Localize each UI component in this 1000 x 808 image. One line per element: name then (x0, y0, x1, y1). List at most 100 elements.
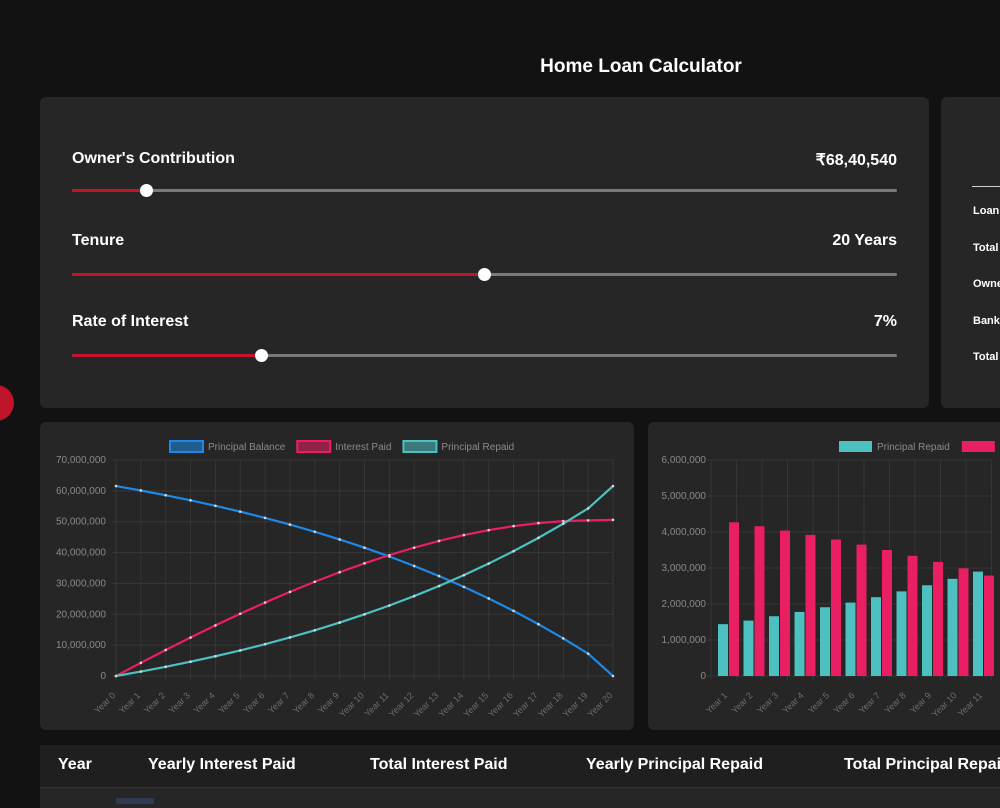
table-cell (116, 798, 154, 804)
x-tick-label: Year 11 (362, 690, 390, 718)
column-header-total-principal[interactable]: Total Principal Repaid (844, 756, 1000, 774)
data-point (363, 613, 366, 616)
bar-interest-paid (755, 526, 765, 676)
data-point (164, 649, 167, 652)
bar-interest-paid (780, 531, 790, 676)
bar-principal-repaid (744, 621, 754, 676)
yearly-bar-chart: 01,000,0002,000,0003,000,0004,000,0005,0… (648, 422, 1000, 730)
bar-interest-paid (908, 556, 918, 676)
data-point (413, 595, 416, 598)
summary-label-owner: Owne (973, 278, 1000, 290)
y-tick-label: 0 (700, 671, 706, 682)
data-point (512, 550, 515, 553)
column-header-yearly-principal[interactable]: Yearly Principal Repaid (586, 756, 763, 774)
tenure-control: Tenure 20 Years (72, 232, 897, 282)
owner-contribution-label: Owner's Contribution (72, 150, 235, 168)
x-tick-label: Year 1 (704, 690, 729, 715)
y-tick-label: 40,000,000 (56, 548, 106, 559)
x-tick-label: Year 5 (216, 690, 241, 715)
data-point (189, 499, 192, 502)
x-tick-label: Year 1 (117, 690, 142, 715)
legend-swatch (403, 441, 436, 452)
y-tick-label: 10,000,000 (56, 640, 106, 651)
data-point (487, 529, 490, 532)
data-point (388, 554, 391, 557)
bar-interest-paid (933, 562, 943, 676)
data-point (164, 494, 167, 497)
x-tick-label: Year 8 (291, 690, 316, 715)
column-header-year[interactable]: Year (58, 756, 92, 774)
data-point (537, 623, 540, 626)
tenure-slider-thumb[interactable] (478, 268, 491, 281)
interest-rate-slider-thumb[interactable] (255, 349, 268, 362)
x-tick-label: Year 14 (437, 690, 466, 719)
x-tick-label: Year 20 (586, 690, 615, 719)
data-point (587, 519, 590, 522)
y-tick-label: 3,000,000 (662, 563, 707, 574)
legend-swatch (170, 441, 203, 452)
data-point (214, 655, 217, 658)
x-tick-label: Year 7 (266, 690, 291, 715)
column-header-total-interest[interactable]: Total Interest Paid (370, 756, 508, 774)
data-point (487, 562, 490, 565)
x-tick-label: Year 18 (536, 690, 565, 719)
page-title: Home Loan Calculator (0, 56, 1000, 78)
summary-label-bank: Bank (973, 315, 1000, 327)
x-tick-label: Year 3 (755, 690, 780, 715)
data-point (164, 666, 167, 669)
data-point (214, 624, 217, 627)
data-point (612, 485, 615, 488)
data-point (140, 662, 143, 665)
owner-contribution-slider-fill (72, 189, 146, 192)
summary-label-total-2: Total (973, 351, 998, 363)
amortization-table-header: Year Yearly Interest Paid Total Interest… (40, 745, 1000, 788)
data-point (140, 489, 143, 492)
bar-principal-repaid (948, 579, 958, 676)
data-point (537, 522, 540, 525)
x-tick-label: Year 3 (167, 690, 192, 715)
interest-rate-value: 7% (874, 313, 897, 331)
interest-rate-slider[interactable] (72, 354, 897, 357)
legend-swatch (962, 441, 995, 452)
data-point (587, 652, 590, 655)
x-tick-label: Year 6 (241, 690, 266, 715)
bar-principal-repaid (897, 591, 907, 676)
data-point (537, 537, 540, 540)
bar-principal-repaid (846, 603, 856, 676)
bar-principal-repaid (718, 624, 728, 676)
data-point (363, 546, 366, 549)
data-point (438, 585, 441, 588)
data-point (438, 575, 441, 578)
legend-swatch (297, 441, 330, 452)
data-point (140, 670, 143, 673)
x-tick-label: Year 8 (882, 690, 907, 715)
data-point (214, 504, 217, 507)
data-point (463, 574, 466, 577)
data-point (239, 649, 242, 652)
column-header-yearly-interest[interactable]: Yearly Interest Paid (148, 756, 296, 774)
bar-interest-paid (729, 522, 739, 676)
x-tick-label: Year 0 (92, 690, 117, 715)
y-tick-label: 1,000,000 (662, 635, 707, 646)
summary-divider (972, 186, 1000, 187)
data-point (289, 523, 292, 526)
data-point (115, 485, 118, 488)
owner-contribution-slider[interactable] (72, 189, 897, 192)
tenure-value: 20 Years (832, 232, 897, 250)
x-tick-label: Year 16 (486, 690, 515, 719)
owner-contribution-slider-thumb[interactable] (140, 184, 153, 197)
data-point (289, 636, 292, 639)
bar-principal-repaid (973, 572, 983, 676)
data-point (314, 580, 317, 583)
x-tick-label: Year 5 (806, 690, 831, 715)
floating-action-button[interactable] (0, 385, 14, 421)
tenure-slider[interactable] (72, 273, 897, 276)
bar-principal-repaid (871, 597, 881, 676)
data-point (562, 522, 565, 525)
tenure-slider-fill (72, 273, 484, 276)
bar-principal-repaid (795, 612, 805, 676)
loan-controls-card: Owner's Contribution ₹68,40,540 Tenure 2… (40, 97, 929, 408)
y-tick-label: 70,000,000 (56, 455, 106, 466)
y-tick-label: 5,000,000 (662, 491, 707, 502)
